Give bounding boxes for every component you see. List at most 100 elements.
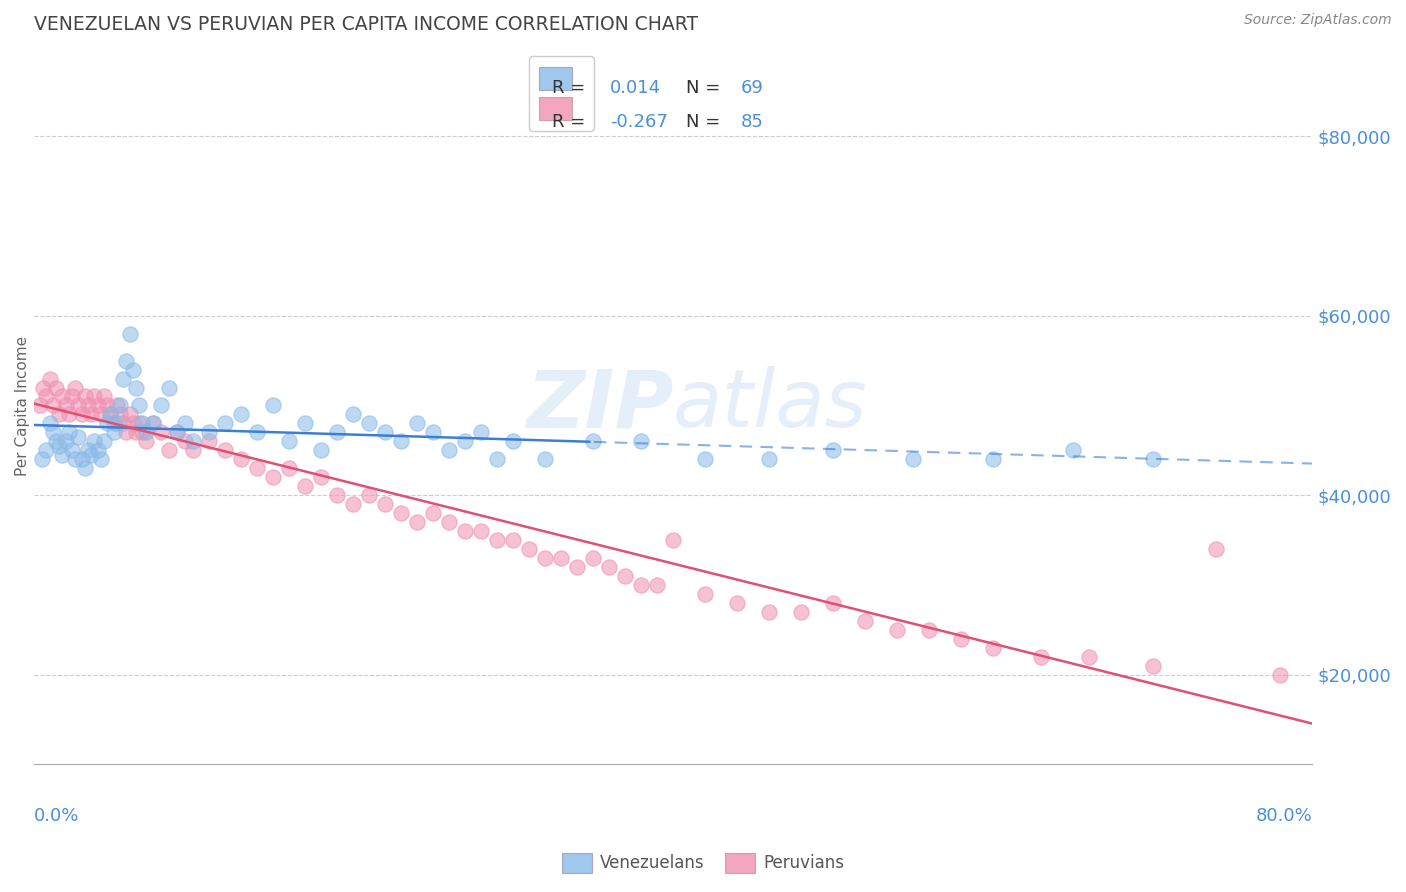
Point [1205, 541, 1227, 556]
Text: atlas: atlas [673, 367, 868, 444]
Point [582, 551, 605, 566]
Point [981, 640, 1004, 655]
Point [128, 417, 150, 431]
Point [517, 541, 540, 556]
Point [115, 353, 138, 368]
Point [121, 362, 143, 376]
Point [1029, 649, 1052, 664]
Point [359, 417, 381, 431]
Point [422, 506, 444, 520]
Point [278, 461, 301, 475]
Point [1062, 443, 1084, 458]
Point [77, 443, 100, 458]
Point [949, 632, 972, 646]
Point [294, 479, 316, 493]
Point [886, 623, 908, 637]
Point [311, 443, 333, 458]
Point [470, 425, 492, 440]
Point [454, 524, 477, 538]
Point [48, 408, 70, 422]
Point [174, 417, 197, 431]
Text: 85: 85 [741, 112, 763, 131]
Point [437, 443, 460, 458]
Point [693, 587, 716, 601]
Text: R =: R = [551, 112, 591, 131]
Point [981, 452, 1004, 467]
Point [63, 452, 86, 467]
Point [374, 497, 396, 511]
Point [73, 461, 96, 475]
Point [48, 439, 70, 453]
Point [131, 417, 153, 431]
Point [534, 551, 557, 566]
Point [470, 524, 492, 538]
Point [790, 605, 813, 619]
Point [45, 380, 67, 394]
Point [118, 408, 141, 422]
Point [174, 434, 197, 449]
Text: N =: N = [686, 112, 725, 131]
Point [67, 430, 90, 444]
Point [534, 452, 557, 467]
Point [214, 443, 236, 458]
Point [422, 425, 444, 440]
Point [142, 417, 165, 431]
Point [1142, 658, 1164, 673]
Point [55, 434, 77, 449]
Point [550, 551, 572, 566]
Point [28, 399, 51, 413]
Point [406, 417, 429, 431]
Point [42, 425, 65, 440]
Point [51, 448, 73, 462]
Point [342, 408, 364, 422]
Point [98, 408, 121, 422]
Point [35, 390, 58, 404]
Point [406, 515, 429, 529]
Point [77, 399, 100, 413]
Point [901, 452, 924, 467]
Point [198, 425, 221, 440]
Point [60, 390, 83, 404]
Point [83, 434, 105, 449]
Point [486, 452, 509, 467]
Point [374, 425, 396, 440]
Point [60, 443, 83, 458]
Point [131, 425, 153, 440]
Point [105, 417, 128, 431]
Point [142, 417, 165, 431]
Point [246, 461, 269, 475]
Point [598, 560, 620, 574]
Y-axis label: Per Capita Income: Per Capita Income [15, 335, 30, 475]
Point [918, 623, 941, 637]
Point [231, 452, 253, 467]
Point [183, 443, 205, 458]
Point [454, 434, 477, 449]
Point [70, 452, 93, 467]
Point [262, 399, 284, 413]
Point [326, 425, 349, 440]
Point [55, 399, 77, 413]
Point [58, 425, 80, 440]
Point [63, 380, 86, 394]
Point [262, 470, 284, 484]
Point [118, 326, 141, 341]
Text: N =: N = [686, 79, 725, 97]
Point [51, 390, 73, 404]
Point [70, 408, 93, 422]
Point [38, 417, 60, 431]
Text: 0.0%: 0.0% [34, 807, 79, 825]
Point [58, 408, 80, 422]
Point [150, 399, 173, 413]
Point [83, 390, 105, 404]
Point [134, 434, 156, 449]
Point [150, 425, 173, 440]
Point [38, 371, 60, 385]
Point [198, 434, 221, 449]
Point [246, 425, 269, 440]
Point [630, 434, 652, 449]
Point [853, 614, 876, 628]
Point [693, 452, 716, 467]
Point [486, 533, 509, 547]
Point [565, 560, 588, 574]
Point [93, 390, 115, 404]
